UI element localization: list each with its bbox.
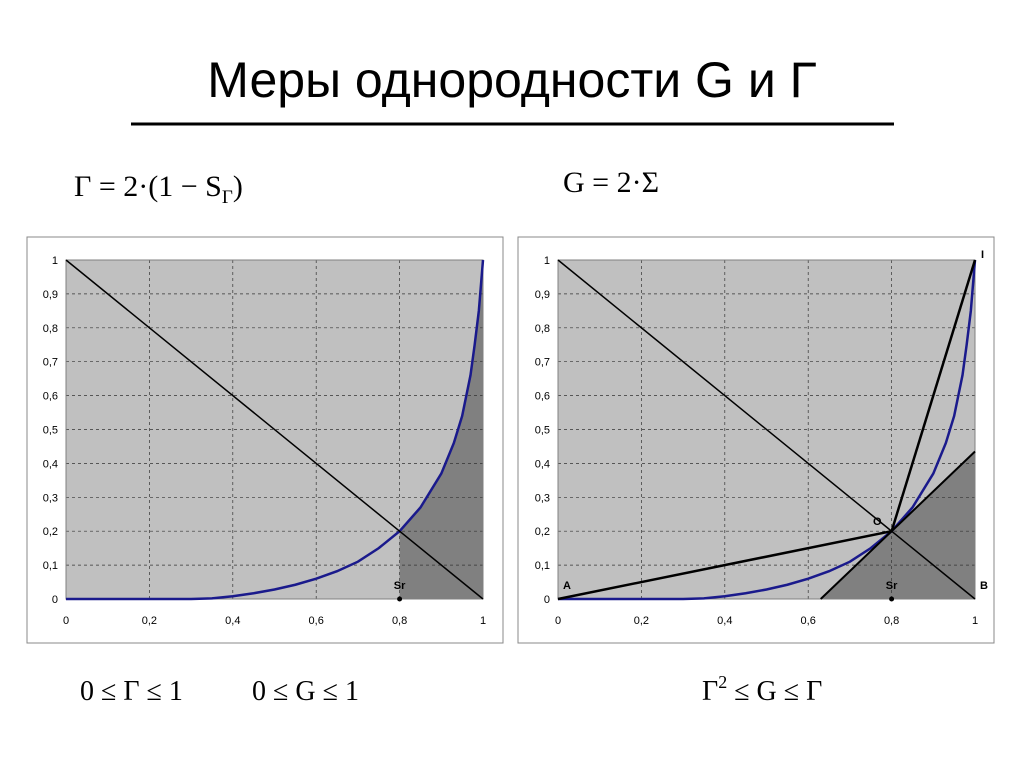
annotation: I: [981, 249, 984, 261]
x-tick-label: 0,8: [392, 615, 407, 627]
formula-tail: ≤ G ≤ Γ: [727, 676, 822, 707]
x-tick-label: 0,2: [634, 615, 649, 627]
y-tick-label: 1: [544, 255, 550, 267]
annotation: Sr: [886, 580, 898, 592]
y-tick-label: 0,2: [43, 526, 58, 538]
x-tick-label: 0: [555, 615, 561, 627]
series-line: [557, 529, 892, 601]
y-tick-label: 0,3: [535, 492, 550, 504]
series-line: [820, 450, 976, 600]
series-line: [557, 259, 976, 600]
plot-border: [557, 259, 976, 600]
y-tick-label: 0,5: [43, 425, 58, 437]
formula-main: Γ = 2·(1 − S: [74, 170, 222, 203]
y-tick-label: 0,7: [43, 357, 58, 369]
y-tick-label: 0: [544, 594, 550, 606]
bottom-formula: 0 ≤ Γ ≤ 1: [80, 676, 183, 707]
y-tick-label: 0,8: [535, 323, 550, 335]
y-tick-label: 0,7: [535, 357, 550, 369]
y-tick-label: 0,8: [43, 323, 58, 335]
annotation-marker: [889, 596, 895, 602]
y-tick-label: 0,4: [43, 458, 58, 470]
series-line: [558, 259, 977, 601]
bottom-formula: Γ2 ≤ G ≤ Γ: [702, 672, 822, 707]
y-tick-label: 0,6: [535, 391, 550, 403]
y-tick-label: 0,2: [535, 526, 550, 538]
y-tick-label: 0,3: [43, 492, 58, 504]
x-tick-label: 0,2: [142, 615, 157, 627]
y-tick-label: 0,1: [43, 560, 58, 572]
shaded-area: [820, 451, 975, 599]
formula-left: Γ = 2·(1 − SΓ): [74, 170, 243, 208]
annotation: Sr: [394, 580, 406, 592]
x-tick-label: 0,6: [309, 615, 324, 627]
annotation: B: [980, 580, 988, 592]
formula-tail: ): [233, 170, 243, 203]
series-line: [66, 259, 485, 601]
annotation-marker: [397, 596, 403, 602]
annotation: A: [563, 580, 571, 592]
y-tick-label: 0: [52, 594, 58, 606]
y-tick-label: 1: [52, 255, 58, 267]
plot-border: [65, 259, 484, 600]
x-tick-label: 0,6: [801, 615, 816, 627]
y-tick-label: 0,6: [43, 391, 58, 403]
x-tick-label: 0,4: [225, 615, 240, 627]
formula-right: G = 2·Σ: [563, 166, 659, 199]
x-tick-label: 0: [63, 615, 69, 627]
formula-sub: Γ: [222, 187, 233, 208]
bottom-formula: 0 ≤ G ≤ 1: [252, 676, 359, 707]
x-tick-label: 0,8: [884, 615, 899, 627]
y-tick-label: 0,9: [43, 289, 58, 301]
x-tick-label: 1: [480, 615, 486, 627]
series-line: [65, 259, 484, 600]
shaded-area: [399, 260, 483, 599]
slide-title: Меры однородности G и Г: [207, 52, 816, 108]
formula-base: Γ: [702, 676, 718, 707]
series-line: [890, 259, 977, 532]
x-tick-label: 0,4: [717, 615, 732, 627]
annotation: O: [873, 516, 882, 528]
y-tick-label: 0,9: [535, 289, 550, 301]
y-tick-label: 0,4: [535, 458, 550, 470]
formula-sup: 2: [718, 672, 727, 692]
y-tick-label: 0,1: [535, 560, 550, 572]
y-tick-label: 0,5: [535, 425, 550, 437]
x-tick-label: 1: [972, 615, 978, 627]
